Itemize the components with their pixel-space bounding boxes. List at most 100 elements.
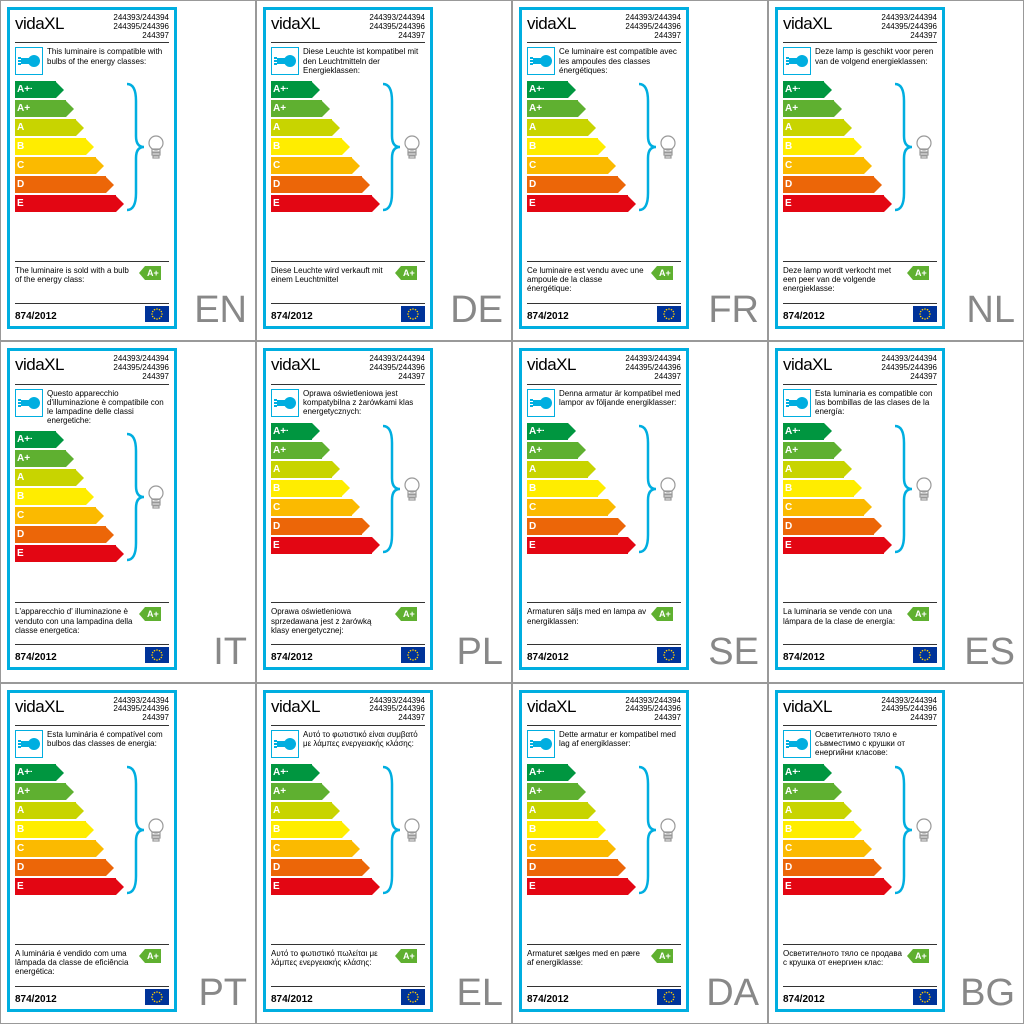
energy-class-row: A+ [271, 783, 380, 800]
brace-bulb-icon [124, 431, 169, 561]
energy-class-label: A+ [783, 442, 800, 459]
energy-class-row: A+ [15, 100, 124, 117]
energy-class-label: D [783, 176, 800, 193]
energy-class-label: A [271, 119, 288, 136]
energy-class-label: B [527, 821, 544, 838]
product-codes: 244393/244394 244395/244396 244397 [369, 14, 425, 40]
energy-class-row: A++ [783, 81, 892, 98]
brand-name: vidaXL [271, 14, 320, 34]
brand-name: vidaXL [527, 697, 576, 717]
energy-section: A++ A+ A B C D E [527, 423, 681, 597]
energy-class-row: C [271, 840, 380, 857]
label-header: vidaXL 244393/244394 244395/244396 24439… [15, 697, 169, 726]
eu-flag-icon [401, 306, 425, 322]
energy-class-row: C [783, 499, 892, 516]
energy-class-label: E [271, 195, 288, 212]
label-header: vidaXL 244393/244394 244395/244396 24439… [783, 697, 937, 726]
energy-class-row: A++ [783, 764, 892, 781]
energy-class-label: E [271, 537, 288, 554]
energy-class-row: B [527, 480, 636, 497]
label-cell: vidaXL 244393/244394 244395/244396 24439… [0, 341, 256, 682]
energy-section: A++ A+ A B C D E [271, 423, 425, 597]
energy-class-label: A++ [527, 764, 544, 781]
energy-class-label: D [271, 859, 288, 876]
energy-class-row: A+ [15, 783, 124, 800]
label-footer: 874/2012 [783, 986, 937, 1005]
compat-text: Denna armatur är kompatibel med lampor a… [559, 389, 681, 417]
energy-class-label: A+ [15, 450, 32, 467]
energy-class-label: C [271, 157, 288, 174]
sold-section: Αυτό το φωτιστικό πωλείται με λάμπες ενε… [271, 944, 425, 984]
product-codes: 244393/244394 244395/244396 244397 [881, 14, 937, 40]
energy-section: A++ A+ A B C D E [783, 423, 937, 597]
compat-text: Deze lamp is geschikt voor peren van de … [815, 47, 937, 75]
energy-class-row: D [15, 176, 124, 193]
energy-class-label: E [527, 537, 544, 554]
energy-class-row: E [527, 878, 636, 895]
brand-name: vidaXL [783, 14, 832, 34]
label-header: vidaXL 244393/244394 244395/244396 24439… [527, 355, 681, 384]
label-header: vidaXL 244393/244394 244395/244396 24439… [271, 697, 425, 726]
energy-arrows: A++ A+ A B C D E [783, 423, 892, 597]
energy-class-row: A++ [15, 764, 124, 781]
energy-label-card: vidaXL 244393/244394 244395/244396 24439… [519, 690, 689, 1012]
energy-class-row: D [783, 859, 892, 876]
energy-class-label: A++ [15, 764, 32, 781]
energy-class-label: D [271, 518, 288, 535]
energy-class-label: A+ [527, 100, 544, 117]
energy-class-row: B [783, 138, 892, 155]
label-footer: 874/2012 [527, 644, 681, 663]
energy-class-label: D [783, 859, 800, 876]
energy-class-label: E [527, 878, 544, 895]
sold-section: A luminária é vendido com uma lâmpada da… [15, 944, 169, 984]
energy-class-row: B [15, 138, 124, 155]
energy-class-label: B [527, 138, 544, 155]
compat-text: Dette armatur er kompatibel med lag af e… [559, 730, 681, 758]
energy-class-label: B [783, 138, 800, 155]
sold-class-badge: A+ [395, 266, 425, 280]
eu-flag-icon [145, 306, 169, 322]
energy-arrows: A++ A+ A B C D E [527, 423, 636, 597]
energy-class-label: A++ [783, 423, 800, 440]
bulb-icon [783, 389, 811, 417]
sold-text: Осветителното тяло се продава с крушка о… [783, 949, 903, 967]
energy-class-row: C [783, 840, 892, 857]
product-codes: 244393/244394 244395/244396 244397 [625, 14, 681, 40]
energy-section: A++ A+ A B C D E [15, 431, 169, 596]
energy-class-label: A+ [527, 783, 544, 800]
energy-class-label: A [527, 461, 544, 478]
sold-section: Armaturet sælges med en pære af energikl… [527, 944, 681, 984]
label-footer: 874/2012 [271, 644, 425, 663]
energy-class-label: A [783, 119, 800, 136]
product-codes: 244393/244394 244395/244396 244397 [113, 355, 169, 381]
energy-class-label: E [783, 878, 800, 895]
bulb-icon [527, 47, 555, 75]
regulation-number: 874/2012 [271, 994, 313, 1005]
label-footer: 874/2012 [271, 986, 425, 1005]
sold-class-badge: A+ [907, 607, 937, 621]
eu-flag-icon [657, 989, 681, 1005]
energy-class-row: B [15, 488, 124, 505]
energy-class-label: B [783, 480, 800, 497]
energy-class-row: E [527, 537, 636, 554]
energy-class-label: A [271, 802, 288, 819]
energy-class-row: D [271, 859, 380, 876]
regulation-number: 874/2012 [271, 652, 313, 663]
energy-class-label: C [15, 157, 32, 174]
energy-class-label: A [783, 461, 800, 478]
sold-section: Осветителното тяло се продава с крушка о… [783, 944, 937, 984]
label-cell: vidaXL 244393/244394 244395/244396 24439… [0, 0, 256, 341]
sold-text: The luminaire is sold with a bulb of the… [15, 266, 135, 284]
energy-label-card: vidaXL 244393/244394 244395/244396 24439… [519, 348, 689, 670]
sold-text: Armaturet sælges med en pære af energikl… [527, 949, 647, 967]
sold-class-badge: A+ [395, 607, 425, 621]
energy-section: A++ A+ A B C D E [527, 764, 681, 938]
energy-class-row: A [15, 802, 124, 819]
product-codes: 244393/244394 244395/244396 244397 [625, 697, 681, 723]
energy-label-card: vidaXL 244393/244394 244395/244396 24439… [775, 690, 945, 1012]
compat-row: Esta luminaria es compatible con las bom… [783, 389, 937, 417]
energy-class-label: A+ [271, 100, 288, 117]
compat-row: Ce luminaire est compatible avec les amp… [527, 47, 681, 75]
energy-class-label: E [15, 195, 32, 212]
energy-label-card: vidaXL 244393/244394 244395/244396 24439… [7, 690, 177, 1012]
